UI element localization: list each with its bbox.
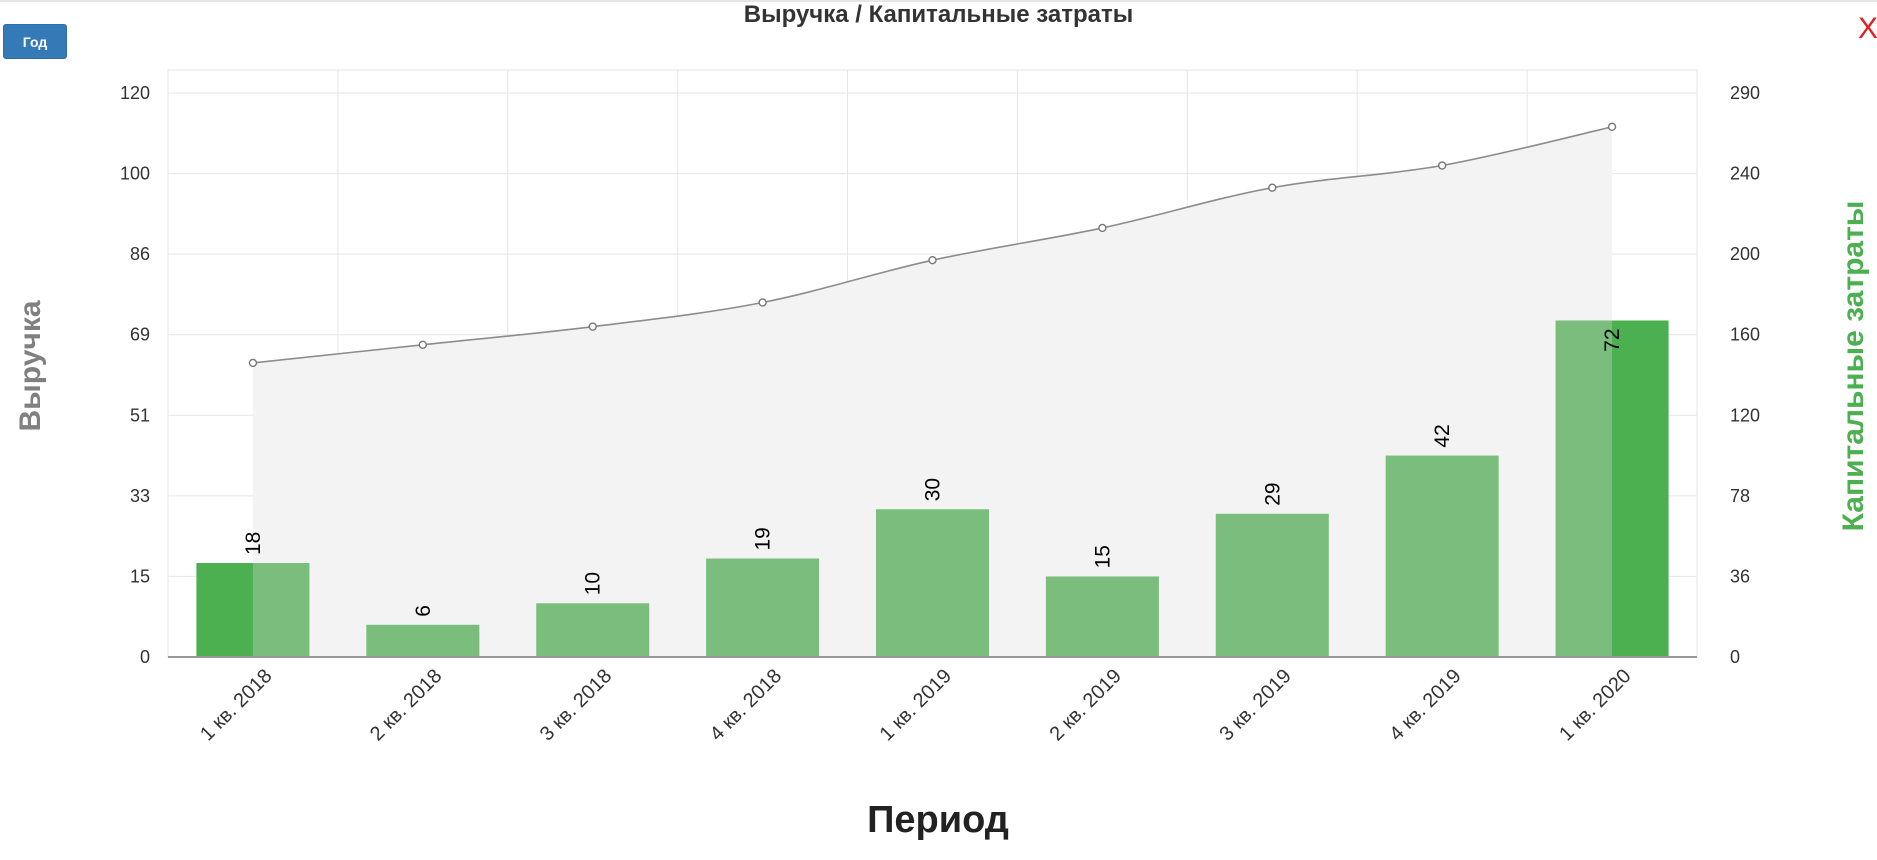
bar-data-label: 72 [1601, 328, 1624, 351]
year-mode-button[interactable]: Год [3, 24, 67, 59]
y2-tick-label: 36 [1730, 566, 1750, 586]
x-tick-label: 3 кв. 2019 [1215, 665, 1295, 745]
revenue-bar[interactable] [1215, 513, 1329, 657]
bar-data-label: 6 [412, 605, 435, 617]
x-tick-label: 4 кв. 2019 [1385, 665, 1465, 745]
chart-title: Выручка / Капитальные затраты [743, 1, 1134, 28]
x-tick-label: 1 кв. 2018 [196, 665, 276, 745]
x-tick-label: 4 кв. 2018 [706, 665, 786, 745]
revenue-bar[interactable] [706, 558, 820, 657]
bar-highlight [196, 563, 253, 657]
top-divider [0, 0, 1877, 2]
x-tick-label: 2 кв. 2018 [366, 665, 446, 745]
y2-tick-label: 200 [1730, 244, 1760, 264]
bar-data-label: 10 [582, 572, 605, 595]
capex-point[interactable] [248, 358, 258, 368]
x-tick-label: 1 кв. 2019 [876, 665, 956, 745]
x-tick-label: 2 кв. 2019 [1046, 665, 1126, 745]
y-tick-label: 69 [130, 325, 150, 345]
revenue-bar-series [196, 320, 1669, 657]
y2-tick-label: 120 [1730, 405, 1760, 425]
revenue-bar[interactable] [876, 509, 989, 657]
y2-tick-label: 240 [1730, 164, 1760, 184]
bar-highlight [1612, 320, 1669, 657]
y-tick-label: 120 [120, 83, 150, 103]
bar-data-label: 15 [1091, 545, 1114, 568]
capex-point[interactable] [418, 340, 428, 349]
bar-data-label: 19 [752, 527, 775, 550]
y-tick-label: 33 [130, 486, 150, 506]
bar-data-label: 29 [1261, 482, 1284, 505]
capex-point[interactable] [1098, 223, 1107, 233]
capex-point[interactable] [928, 255, 937, 265]
y-axis-title: Выручка [14, 300, 47, 431]
x-tick-label: 3 кв. 2018 [536, 665, 616, 745]
bar-data-label: 30 [922, 478, 945, 501]
y2-tick-label: 160 [1730, 325, 1760, 345]
capex-line-series [248, 122, 1617, 368]
bar-data-label: 18 [242, 532, 265, 555]
revenue-bar[interactable] [1045, 576, 1159, 657]
bar-data-label: 42 [1431, 424, 1454, 447]
capex-point[interactable] [588, 322, 597, 331]
capex-point[interactable] [1437, 161, 1447, 170]
data-labels: 18 6 10 19 30 15 29 42 72 [242, 328, 1624, 616]
revenue-bar[interactable] [366, 624, 480, 657]
x-tick-label: 1 кв. 2020 [1555, 665, 1635, 745]
y2-axis-title: Капитальные затраты [1837, 201, 1870, 532]
y-tick-label: 100 [120, 164, 150, 184]
capex-point[interactable] [1268, 183, 1277, 192]
y2-tick-label: 78 [1730, 486, 1750, 506]
capex-point[interactable] [758, 298, 767, 307]
y2-tick-label: 290 [1730, 83, 1760, 103]
y2-tick-label: 0 [1730, 647, 1740, 667]
x-axis-title: Период [867, 799, 1009, 841]
revenue-bar[interactable] [1385, 455, 1499, 657]
revenue-bar[interactable] [536, 603, 650, 657]
y-tick-label: 51 [130, 405, 150, 425]
capex-point[interactable] [1607, 122, 1617, 132]
y-tick-label: 15 [130, 566, 150, 586]
y-tick-label: 0 [140, 647, 150, 667]
close-icon[interactable]: X [1858, 12, 1877, 45]
y-tick-label: 86 [130, 244, 150, 264]
